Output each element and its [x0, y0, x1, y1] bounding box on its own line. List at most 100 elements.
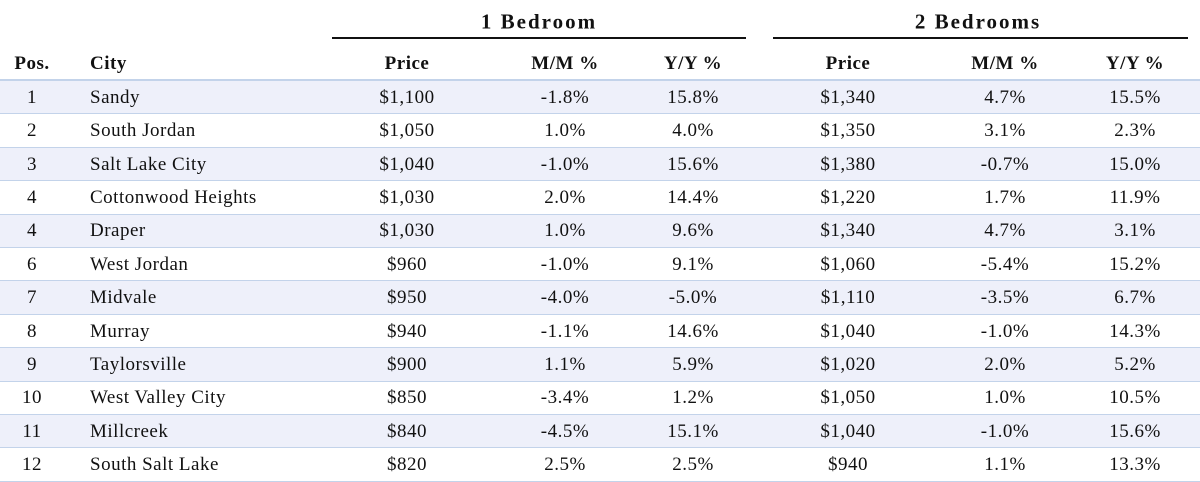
cell: $1,350 [820, 120, 876, 142]
cell: -3.5% [980, 287, 1030, 309]
column-header: Y/Y % [1105, 53, 1165, 74]
cell: $1,030 [379, 220, 435, 242]
cell: -1.0% [980, 420, 1030, 442]
row-separator [0, 447, 1200, 449]
cell: $1,030 [379, 186, 435, 208]
row-shade [0, 214, 1200, 248]
cell: $1,110 [820, 287, 876, 309]
cell: 3 [27, 153, 37, 175]
row-separator [0, 480, 1200, 482]
cell: $1,040 [820, 420, 876, 442]
group-rule [773, 37, 1188, 39]
row-separator [0, 180, 1200, 182]
column-header: M/M % [971, 53, 1039, 74]
header-separator [0, 79, 1200, 81]
cell: 15.8% [667, 86, 719, 108]
column-header: M/M % [531, 53, 599, 74]
cell: 1.1% [544, 353, 586, 375]
city-cell: Millcreek [90, 420, 169, 442]
row-separator [0, 213, 1200, 215]
cell: $1,060 [820, 253, 876, 275]
cell: -4.5% [540, 420, 590, 442]
cell: 15.1% [667, 420, 719, 442]
group-header: 1 Bedroom [480, 9, 598, 34]
cell: 9 [27, 353, 37, 375]
city-cell: Murray [90, 320, 150, 342]
cell: 3.1% [984, 120, 1026, 142]
cell: -5.4% [980, 253, 1030, 275]
cell: $1,020 [820, 353, 876, 375]
row-shade [0, 147, 1200, 182]
row-separator [0, 347, 1200, 349]
cell: 15.6% [667, 153, 719, 175]
cell: 1 [27, 86, 37, 108]
cell: 6 [27, 253, 37, 275]
cell: $1,050 [379, 120, 435, 142]
cell: $1,220 [820, 186, 876, 208]
cell: 15.6% [1109, 420, 1161, 442]
row-shade [0, 281, 1200, 315]
cell: 2 [27, 120, 37, 142]
cell: 3.1% [1114, 220, 1156, 242]
row-separator [0, 313, 1200, 315]
cell: 14.4% [667, 186, 719, 208]
cell: 8 [27, 320, 37, 342]
city-cell: Draper [90, 220, 146, 242]
city-cell: South Jordan [90, 120, 196, 142]
cell: -5.0% [668, 287, 718, 309]
cell: $960 [387, 253, 427, 275]
row-shade [0, 415, 1200, 449]
cell: 2.5% [544, 454, 586, 476]
row-shade [0, 81, 1200, 115]
row-separator [0, 380, 1200, 382]
city-cell: Taylorsville [90, 353, 187, 375]
cell: 12 [22, 454, 42, 476]
city-cell: Cottonwood Heights [90, 186, 257, 208]
cell: 4 [27, 220, 37, 242]
cell: $820 [387, 454, 427, 476]
cell: 11.9% [1109, 186, 1161, 208]
cell: $1,050 [820, 387, 876, 409]
cell: 1.0% [984, 387, 1026, 409]
city-cell: Sandy [90, 86, 140, 108]
row-shade [0, 348, 1200, 382]
group-header: 2 Bedrooms [914, 9, 1042, 34]
column-header: Pos. [14, 53, 50, 74]
cell: $850 [387, 387, 427, 409]
cell: 15.5% [1109, 86, 1161, 108]
cell: 10.5% [1109, 387, 1161, 409]
cell: $1,100 [379, 86, 435, 108]
cell: -1.0% [980, 320, 1030, 342]
cell: 5.2% [1114, 353, 1156, 375]
city-cell: South Salt Lake [90, 454, 219, 476]
city-cell: West Jordan [90, 253, 189, 275]
cell: 1.0% [544, 120, 586, 142]
cell: 15.0% [1109, 153, 1161, 175]
cell: 1.0% [544, 220, 586, 242]
cell: $940 [828, 454, 868, 476]
cell: 11 [22, 420, 42, 442]
cell: 15.2% [1109, 253, 1161, 275]
row-separator [0, 414, 1200, 415]
cell: $1,380 [820, 153, 876, 175]
cell: 4.7% [984, 86, 1026, 108]
row-separator [0, 247, 1200, 248]
cell: $1,340 [820, 86, 876, 108]
city-cell: West Valley City [90, 387, 226, 409]
cell: $950 [387, 287, 427, 309]
cell: 4.7% [984, 220, 1026, 242]
cell: 14.6% [667, 320, 719, 342]
cell: -3.4% [540, 387, 590, 409]
cell: -1.1% [540, 320, 590, 342]
group-rule [332, 37, 746, 39]
cell: -1.8% [540, 86, 590, 108]
cell: -0.7% [980, 153, 1030, 175]
cell: 10 [22, 387, 42, 409]
row-separator [0, 113, 1200, 115]
city-cell: Midvale [90, 287, 157, 309]
column-header: City [90, 53, 127, 74]
cell: -4.0% [540, 287, 590, 309]
row-separator [0, 146, 1200, 148]
cell: 2.0% [984, 353, 1026, 375]
